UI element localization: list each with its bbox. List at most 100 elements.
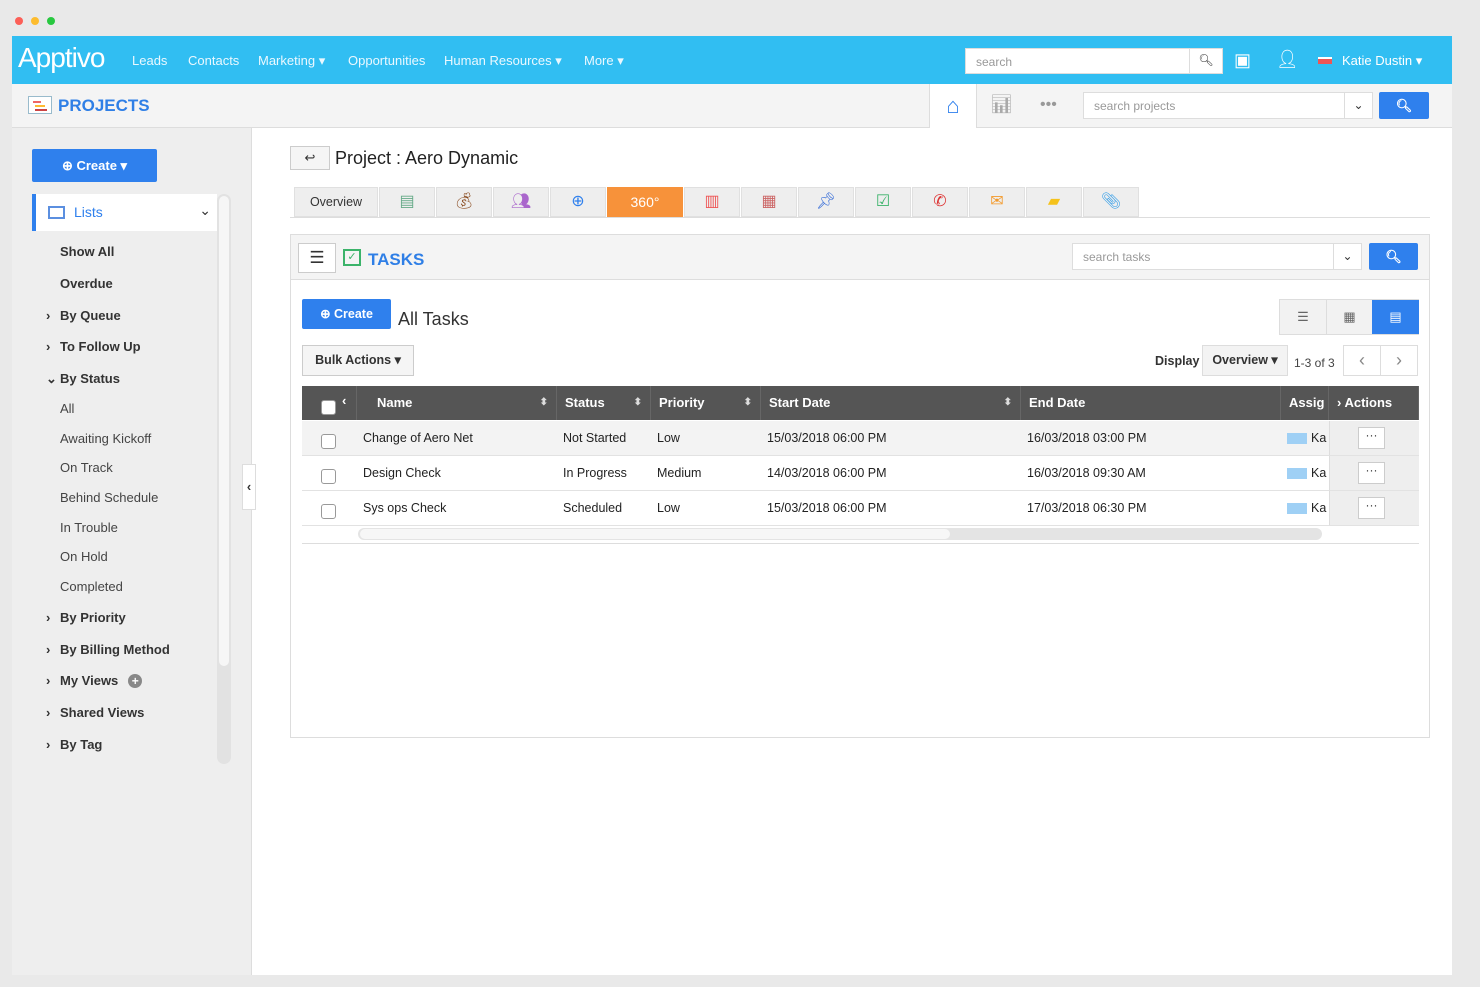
reports-icon[interactable]: 📊︎: [990, 94, 1013, 114]
sidebar-item[interactable]: Show All: [60, 244, 114, 259]
sort-icon[interactable]: ⬍: [539, 397, 548, 408]
cell-assignee: Ka: [1281, 491, 1329, 526]
bulk-actions-button[interactable]: Bulk Actions ▾: [302, 345, 414, 376]
search-icon[interactable]: 🔍︎: [1189, 49, 1222, 73]
tab-task[interactable]: ☑: [855, 187, 911, 217]
search-projects-button[interactable]: 🔍︎: [1379, 92, 1429, 119]
tab-money-bag[interactable]: 💰︎: [436, 187, 492, 217]
chevron-down-icon[interactable]: ⌄: [1333, 244, 1361, 269]
table-view-icon[interactable]: ▤: [1372, 300, 1419, 334]
tab-target[interactable]: ⊕: [550, 187, 606, 217]
assignee-name[interactable]: Ka: [1311, 466, 1327, 480]
close-dot[interactable]: [15, 17, 23, 25]
tab-360[interactable]: 360°: [607, 187, 683, 217]
menu-icon[interactable]: ☰: [298, 243, 336, 273]
sidebar-item[interactable]: › By Tag: [46, 737, 102, 752]
more-dots-icon[interactable]: •••: [1040, 96, 1057, 113]
sidebar-item[interactable]: › To Follow Up: [46, 339, 141, 354]
column-header-actions[interactable]: › Actions: [1329, 386, 1419, 420]
sidebar-item[interactable]: On Track: [60, 460, 113, 475]
tab-team[interactable]: 👥︎: [493, 187, 549, 217]
tab-attachment[interactable]: 📎︎: [1083, 187, 1139, 217]
table-horizontal-scrollbar[interactable]: [358, 528, 1322, 540]
row-checkbox[interactable]: [321, 504, 336, 519]
cell-name[interactable]: Design Check: [357, 456, 557, 491]
sidebar-scrollbar[interactable]: [217, 194, 231, 764]
sidebar-item[interactable]: › Shared Views: [46, 705, 144, 720]
tab-note[interactable]: ▰: [1026, 187, 1082, 217]
tab-pin[interactable]: 📌︎: [798, 187, 854, 217]
sort-icon[interactable]: ⬍: [633, 397, 642, 408]
user-settings-icon[interactable]: 👤︎: [1276, 49, 1299, 69]
cell-name[interactable]: Change of Aero Net: [357, 421, 557, 456]
search-tasks-button[interactable]: 🔍︎: [1369, 243, 1418, 270]
column-header-start date[interactable]: Start Date ⬍: [761, 386, 1021, 420]
sidebar-item[interactable]: On Hold: [60, 549, 108, 564]
search-projects-input[interactable]: search projects ⌄: [1083, 92, 1373, 119]
tab-overview[interactable]: Overview: [294, 187, 378, 217]
home-icon[interactable]: ⌂: [929, 84, 977, 128]
tab-gantt[interactable]: ▤: [379, 187, 435, 217]
nav-leads[interactable]: Leads: [132, 53, 168, 68]
collapse-sidebar-button[interactable]: ‹: [242, 464, 256, 510]
column-header-end date[interactable]: End Date: [1021, 386, 1281, 420]
next-page-button[interactable]: ›: [1380, 345, 1418, 376]
display-select[interactable]: Overview ▾: [1202, 345, 1288, 376]
row-checkbox[interactable]: [321, 434, 336, 449]
row-actions-button[interactable]: ···: [1358, 427, 1385, 449]
column-header-name[interactable]: Name ⬍: [357, 386, 557, 420]
column-header-assig[interactable]: Assig: [1281, 386, 1329, 420]
sidebar-item[interactable]: Behind Schedule: [60, 490, 158, 505]
logo[interactable]: Apptivo: [18, 42, 105, 73]
sidebar-item[interactable]: › My Views +: [46, 673, 143, 688]
tab-invoice[interactable]: ▥: [684, 187, 740, 217]
sidebar-item[interactable]: ⌄ By Status: [46, 371, 120, 386]
nav-contacts[interactable]: Contacts: [188, 53, 240, 68]
row-actions-button[interactable]: ···: [1358, 462, 1385, 484]
tab-email[interactable]: ✉: [969, 187, 1025, 217]
chevron-down-icon[interactable]: ⌄: [1344, 93, 1372, 118]
search-tasks-input[interactable]: search tasks ⌄: [1072, 243, 1362, 270]
create-task-button[interactable]: ⊕ Create: [302, 299, 391, 329]
back-button[interactable]: ↩: [290, 146, 330, 170]
assignee-name[interactable]: Ka: [1311, 431, 1327, 445]
cell-start: 14/03/2018 06:00 PM: [761, 456, 1021, 491]
scroll-left-icon[interactable]: ‹: [342, 393, 347, 408]
global-search-input[interactable]: search 🔍︎: [965, 48, 1223, 74]
create-project-button[interactable]: ⊕ Create ▾: [32, 149, 157, 182]
sort-icon[interactable]: ⬍: [743, 397, 752, 408]
cell-name[interactable]: Sys ops Check: [357, 491, 557, 526]
lists-dropdown[interactable]: Lists ⌄: [32, 194, 217, 231]
nav-marketing[interactable]: Marketing ▾: [258, 53, 326, 68]
tab-calendar[interactable]: ▦: [741, 187, 797, 217]
nav-opportunities[interactable]: Opportunities: [348, 53, 426, 68]
column-header-status[interactable]: Status ⬍: [557, 386, 651, 420]
sort-icon[interactable]: ⬍: [1003, 397, 1012, 408]
nav-more[interactable]: More ▾: [584, 53, 624, 68]
store-icon[interactable]: ▣: [1234, 50, 1252, 70]
column-header-priority[interactable]: Priority ⬍: [651, 386, 761, 420]
tab-phone[interactable]: ✆: [912, 187, 968, 217]
sidebar-item[interactable]: In Trouble: [60, 520, 118, 535]
select-all-checkbox[interactable]: [321, 400, 336, 415]
money-bag-icon: 💰︎: [453, 193, 475, 210]
maximize-dot[interactable]: [47, 17, 55, 25]
user-menu[interactable]: Katie Dustin ▾: [1342, 53, 1423, 68]
sidebar-item[interactable]: › By Priority: [46, 610, 126, 625]
sidebar-item[interactable]: › By Queue: [46, 308, 121, 323]
cell-start: 15/03/2018 06:00 PM: [761, 491, 1021, 526]
row-checkbox[interactable]: [321, 469, 336, 484]
add-view-icon[interactable]: +: [128, 674, 143, 688]
assignee-name[interactable]: Ka: [1311, 501, 1327, 515]
sidebar-item[interactable]: › By Billing Method: [46, 642, 170, 657]
sidebar-item[interactable]: Awaiting Kickoff: [60, 431, 151, 446]
sidebar-item[interactable]: Completed: [60, 579, 123, 594]
list-view-icon[interactable]: ☰: [1297, 309, 1309, 324]
row-actions-button[interactable]: ···: [1358, 497, 1385, 519]
nav-human-resources[interactable]: Human Resources ▾: [444, 53, 562, 68]
calendar-view-icon[interactable]: ▦: [1326, 300, 1372, 334]
prev-page-button[interactable]: ‹: [1343, 345, 1381, 376]
sidebar-item[interactable]: All: [60, 401, 74, 416]
sidebar-item[interactable]: Overdue: [60, 276, 113, 291]
minimize-dot[interactable]: [31, 17, 39, 25]
